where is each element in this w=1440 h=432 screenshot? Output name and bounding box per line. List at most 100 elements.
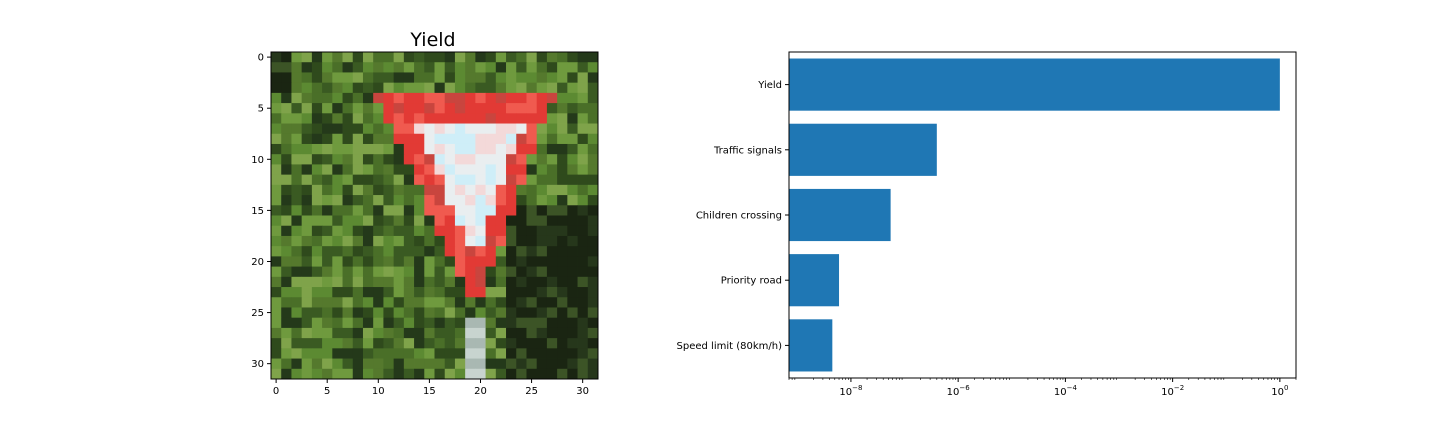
image-pixel bbox=[577, 297, 589, 308]
image-pixel bbox=[587, 133, 599, 145]
image-pixel bbox=[567, 358, 578, 370]
image-pixel bbox=[311, 82, 323, 94]
image-pixel bbox=[475, 327, 486, 339]
image-pixel bbox=[393, 327, 405, 339]
image-pixel bbox=[403, 348, 415, 359]
image-pixel bbox=[465, 133, 476, 145]
image-pixel bbox=[567, 174, 578, 186]
image-pixel bbox=[352, 215, 364, 227]
image-pixel bbox=[291, 52, 303, 63]
image-pixel bbox=[414, 72, 425, 84]
image-pixel bbox=[403, 195, 415, 206]
image-pixel bbox=[567, 235, 578, 247]
bar-2 bbox=[789, 188, 891, 242]
image-pixel bbox=[506, 184, 517, 196]
image-pixel bbox=[516, 82, 527, 94]
image-pixel bbox=[444, 195, 456, 206]
image-pixel bbox=[546, 133, 558, 145]
image-pixel bbox=[506, 327, 517, 339]
image-pixel bbox=[393, 348, 405, 359]
image-pixel bbox=[383, 82, 395, 94]
image-pixel bbox=[373, 297, 384, 308]
image-pixel bbox=[281, 174, 292, 186]
image-pixel bbox=[414, 143, 425, 155]
image-pixel bbox=[352, 72, 364, 84]
image-pixel bbox=[577, 184, 589, 196]
image-pixel bbox=[301, 113, 313, 124]
image-pixel bbox=[536, 276, 548, 288]
image-pixel bbox=[485, 297, 497, 308]
image-pixel bbox=[393, 256, 405, 267]
image-pixel bbox=[567, 184, 578, 196]
image-pixel bbox=[495, 174, 507, 186]
image-pixel bbox=[444, 123, 456, 135]
image-pixel bbox=[383, 205, 395, 216]
image-pixel bbox=[424, 184, 435, 196]
image-pixel bbox=[342, 287, 354, 298]
image-pixel bbox=[506, 123, 517, 135]
image-pixel bbox=[393, 215, 405, 227]
image-pixel bbox=[516, 62, 527, 73]
image-pixel bbox=[403, 317, 415, 329]
image-pixel bbox=[475, 287, 486, 298]
image-pixel bbox=[352, 92, 364, 104]
image-pixel bbox=[495, 164, 507, 176]
image-pixel bbox=[342, 358, 354, 370]
image-pixel bbox=[271, 297, 282, 308]
image-pixel bbox=[373, 103, 384, 114]
image-pixel bbox=[322, 164, 333, 176]
image-pixel bbox=[332, 143, 343, 155]
image-pixel bbox=[383, 246, 395, 257]
image-pixel bbox=[444, 287, 456, 298]
image-pixel bbox=[362, 287, 374, 298]
image-pixel bbox=[291, 103, 303, 114]
image-pixel bbox=[301, 82, 313, 94]
image-pixel bbox=[352, 287, 364, 298]
image-pixel bbox=[485, 358, 497, 370]
image-pixel bbox=[414, 174, 425, 186]
image-pixel bbox=[506, 174, 517, 186]
image-pixel bbox=[414, 123, 425, 135]
image-pixel bbox=[587, 246, 599, 257]
image-pixel bbox=[352, 307, 364, 319]
image-pixel bbox=[516, 184, 527, 196]
image-pixel bbox=[485, 317, 497, 329]
image-pixel bbox=[322, 62, 333, 73]
image-pixel bbox=[526, 287, 538, 298]
chart-x-tick-label: 10−2 bbox=[1161, 384, 1184, 398]
image-pixel bbox=[495, 113, 507, 124]
image-pixel bbox=[393, 287, 405, 298]
image-pixel bbox=[311, 358, 323, 370]
bar-1 bbox=[789, 123, 937, 176]
image-y-tick-label: 15 bbox=[251, 206, 264, 217]
image-pixel bbox=[577, 338, 589, 349]
image-pixel bbox=[332, 92, 343, 104]
image-pixel bbox=[352, 235, 364, 247]
image-pixel bbox=[342, 256, 354, 267]
image-pixel bbox=[475, 72, 486, 84]
image-pixel bbox=[281, 317, 292, 329]
image-pixel bbox=[516, 348, 527, 359]
image-pixel bbox=[454, 164, 466, 176]
image-pixel bbox=[454, 103, 466, 114]
image-pixel bbox=[271, 338, 282, 349]
image-pixel bbox=[495, 103, 507, 114]
image-pixel bbox=[567, 317, 578, 329]
image-pixel bbox=[434, 307, 446, 319]
image-pixel bbox=[301, 338, 313, 349]
category-label: Children crossing bbox=[696, 211, 782, 222]
image-pixel bbox=[362, 246, 374, 257]
image-pixel bbox=[271, 103, 282, 114]
image-pixel bbox=[577, 225, 589, 237]
image-pixel bbox=[373, 256, 384, 267]
image-pixel bbox=[475, 113, 486, 124]
image-pixel bbox=[444, 205, 456, 216]
image-pixel bbox=[526, 368, 538, 380]
image-pixel bbox=[311, 113, 323, 124]
image-pixel bbox=[567, 338, 578, 349]
image-pixel bbox=[424, 174, 435, 186]
image-pixel bbox=[301, 225, 313, 237]
image-pixel bbox=[301, 143, 313, 155]
bar-0 bbox=[789, 58, 1280, 111]
image-pixel bbox=[536, 174, 548, 186]
